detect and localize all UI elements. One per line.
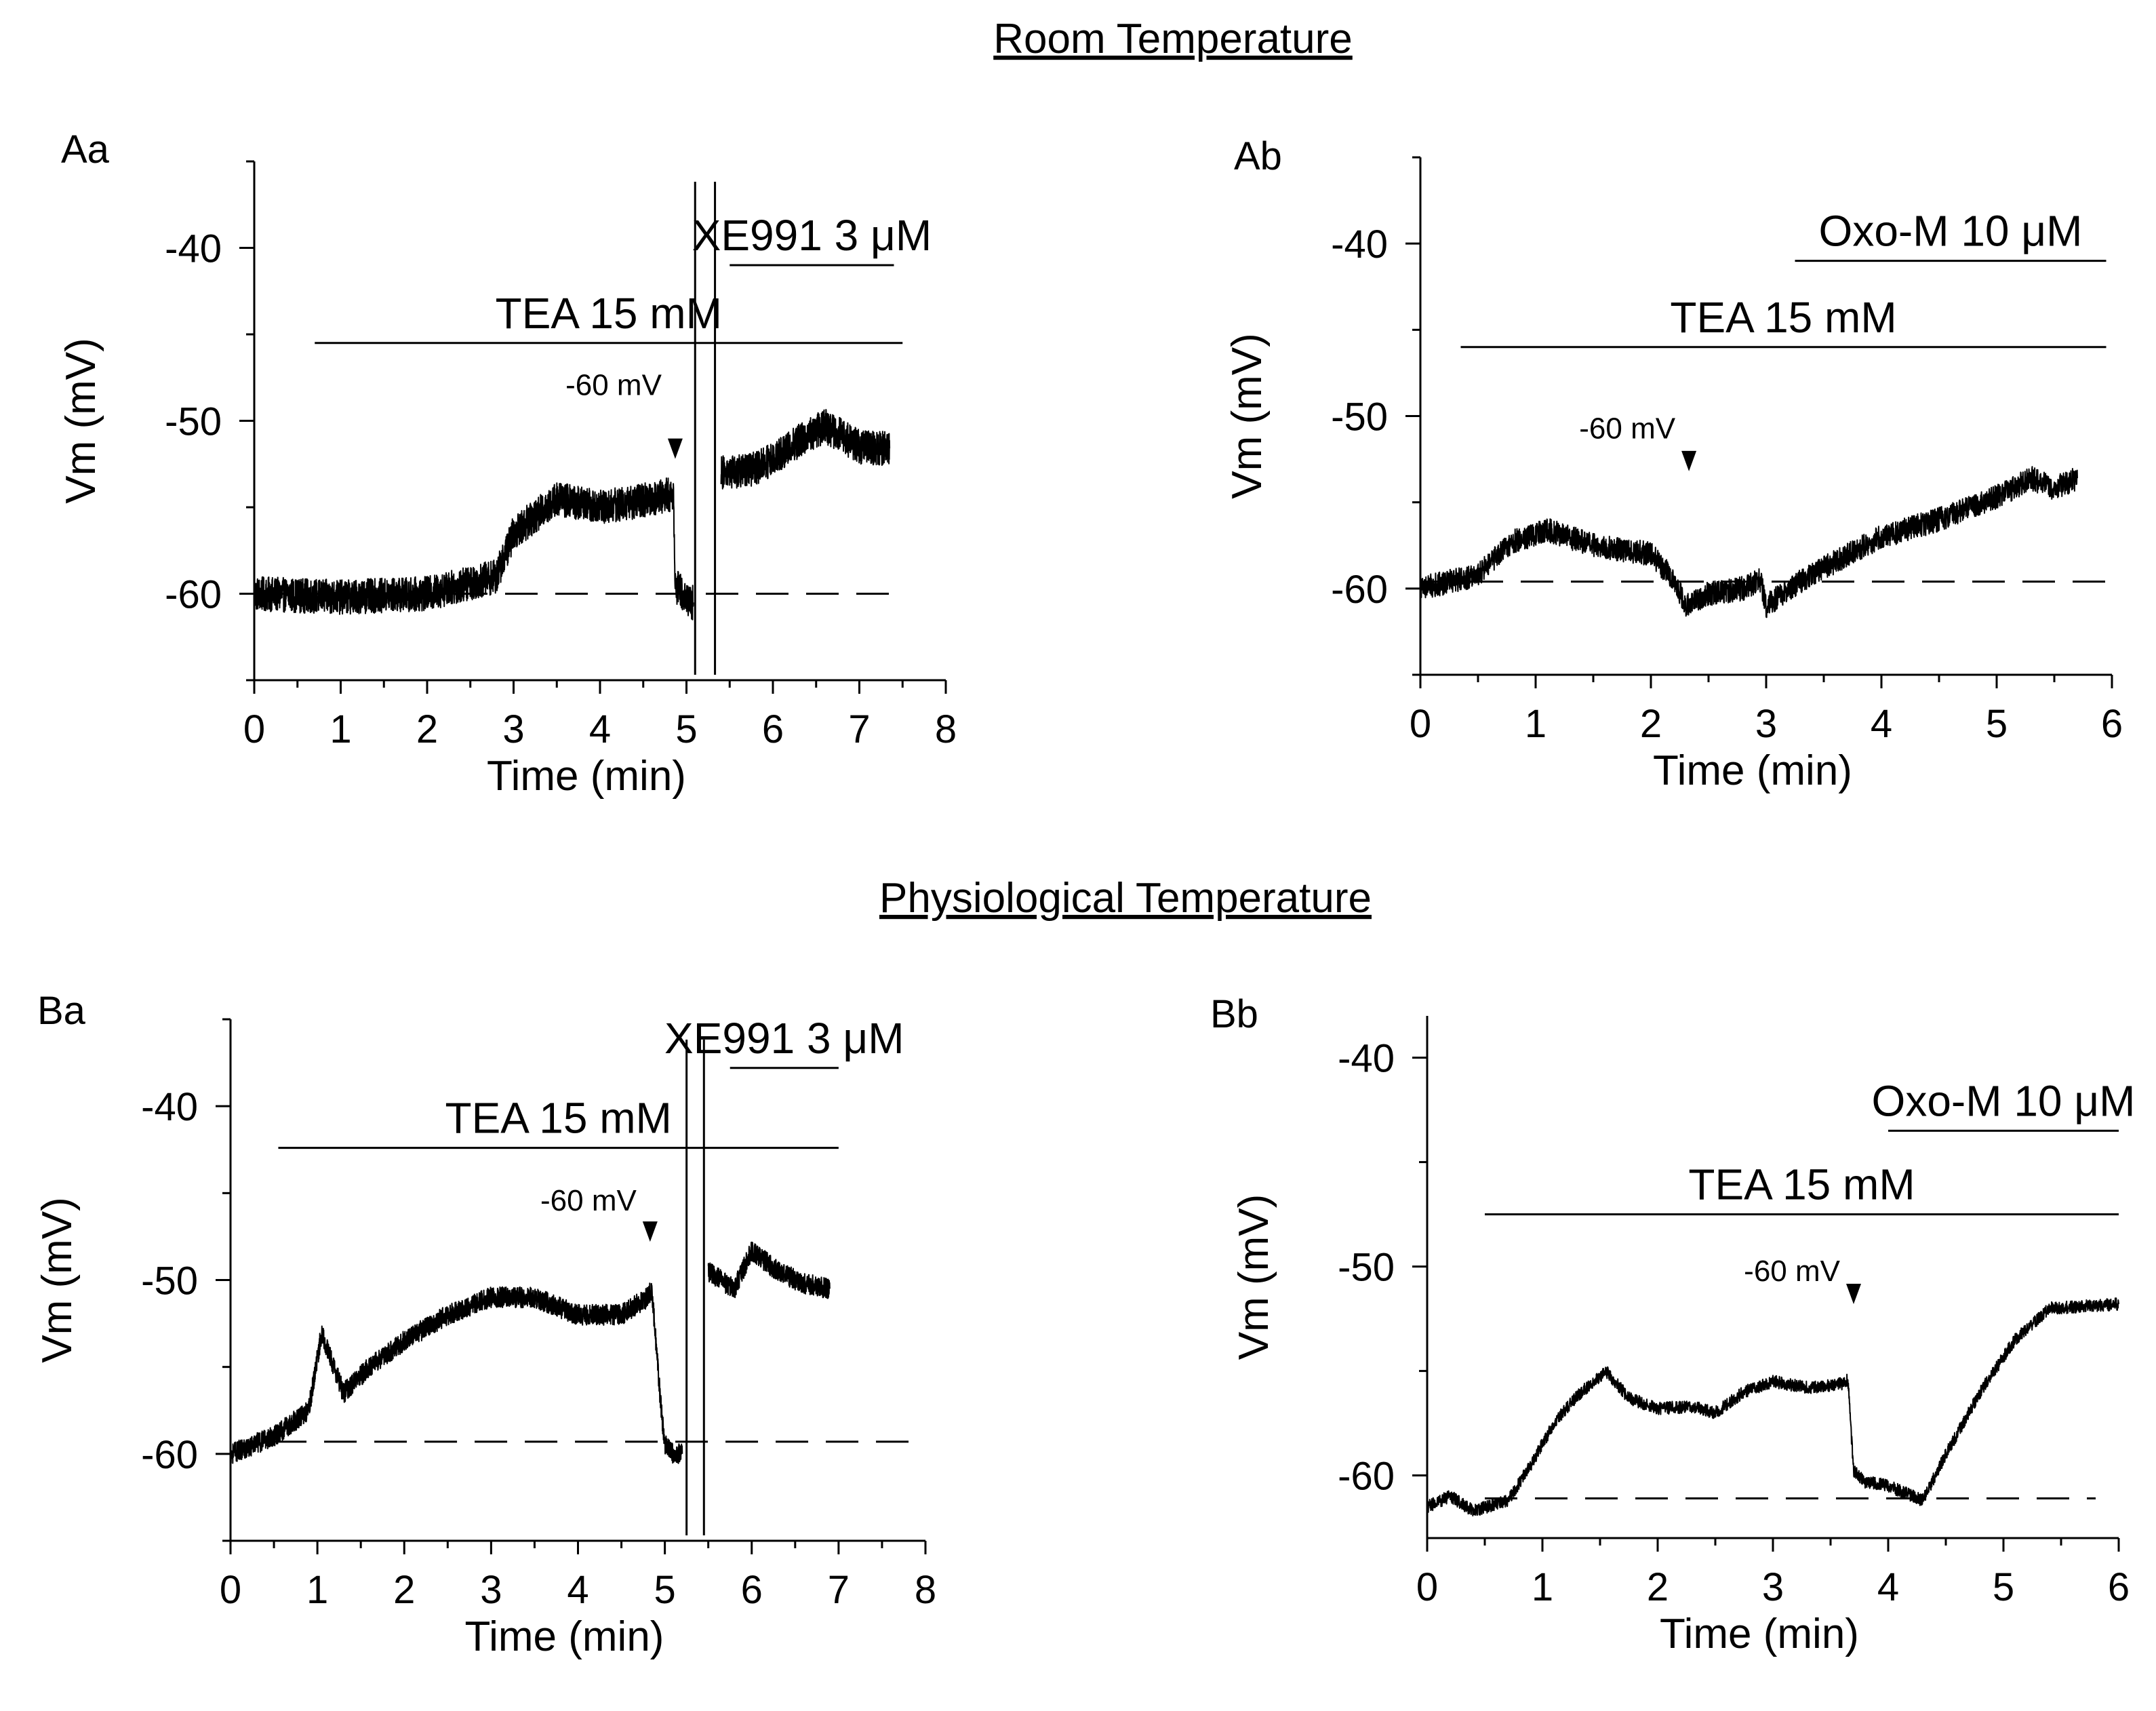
voltage-trace — [1420, 466, 2078, 618]
x-tick-label: 4 — [589, 707, 611, 751]
panel-ba: Ba 0 1 2 3 4 5 6 7 8 -60 -50 -40 Time (min) Vm (mV) TEA… — [34, 989, 936, 1660]
x-axis-title: Time (min) — [465, 1613, 664, 1660]
panel-label: Bb — [1210, 992, 1258, 1036]
x-tick-label: 3 — [502, 707, 524, 751]
y-tick-label: -40 — [165, 227, 222, 271]
panel-label: Ab — [1234, 134, 1282, 178]
y-tick-label: -60 — [1338, 1455, 1395, 1499]
x-tick-label: 1 — [330, 707, 351, 751]
y-tick-label: -60 — [165, 573, 222, 617]
y-tick-label: -60 — [141, 1433, 198, 1477]
y-axis-title: Vm (mV) — [58, 338, 104, 504]
x-tick-label: 6 — [2101, 702, 2123, 746]
y-tick-label: -50 — [165, 400, 222, 444]
y-axis-title: Vm (mV) — [34, 1197, 81, 1363]
x-tick-label: 2 — [393, 1568, 415, 1612]
panels: Aa 0 1 2 3 4 5 6 7 8 -60 -50 -40 Time (min) Vm (mV) TEA… — [34, 127, 2135, 1660]
x-tick-label: 1 — [1532, 1565, 1553, 1609]
x-tick-label: 8 — [915, 1568, 936, 1612]
y-tick-label: -50 — [141, 1259, 198, 1303]
x-tick-label: 8 — [935, 707, 957, 751]
x-tick-label: 5 — [654, 1568, 675, 1612]
x-tick-label: 3 — [480, 1568, 502, 1612]
x-axis-title: Time (min) — [487, 753, 686, 800]
y-tick-label: -50 — [1331, 395, 1388, 439]
drug-bar-label: Oxo-M 10 μM — [1819, 207, 2083, 256]
drug-bar-label: TEA 15 mM — [445, 1094, 672, 1143]
y-tick-label: -50 — [1338, 1246, 1395, 1290]
x-tick-label: 0 — [220, 1568, 241, 1612]
voltage-trace-after-gap — [720, 409, 891, 490]
x-tick-label: 0 — [243, 707, 265, 751]
hold-marker — [642, 1221, 658, 1242]
x-axis-title: Time (min) — [1653, 747, 1852, 794]
y-tick-label: -40 — [1331, 222, 1388, 267]
x-tick-label: 7 — [828, 1568, 850, 1612]
hold-marker — [1681, 450, 1697, 471]
y-axis-title: Vm (mV) — [1224, 333, 1271, 499]
x-tick-label: 6 — [741, 1568, 763, 1612]
x-tick-label: 2 — [1647, 1565, 1669, 1609]
x-tick-label: 7 — [848, 707, 870, 751]
y-tick-label: -60 — [1331, 568, 1388, 612]
hold-annotation: -60 mV — [565, 368, 662, 401]
drug-bar-label: TEA 15 mM — [1688, 1160, 1915, 1209]
panel-bb: Bb 0 1 2 3 4 5 6 -60 -50 -40 Time (min) Vm (mV) TEA 1… — [1210, 992, 2135, 1657]
x-tick-label: 5 — [1986, 702, 2008, 746]
hold-marker — [1846, 1284, 1861, 1305]
hold-annotation: -60 mV — [1744, 1255, 1840, 1288]
x-tick-label: 4 — [1877, 1565, 1899, 1609]
voltage-trace — [1426, 1297, 2119, 1517]
hold-annotation: -60 mV — [540, 1184, 637, 1217]
x-tick-label: 3 — [1755, 702, 1777, 746]
voltage-trace — [254, 477, 694, 621]
panel-label: Aa — [61, 127, 110, 172]
x-tick-label: 3 — [1762, 1565, 1784, 1609]
x-tick-label: 2 — [416, 707, 438, 751]
drug-bar-label: TEA 15 mM — [496, 289, 722, 338]
voltage-trace — [230, 1282, 683, 1464]
drug-bar-label: TEA 15 mM — [1670, 293, 1896, 342]
x-tick-label: 1 — [1525, 702, 1546, 746]
drug-bar-label: XE991 3 μM — [692, 211, 932, 260]
hold-annotation: -60 mV — [1579, 412, 1675, 446]
x-tick-label: 5 — [675, 707, 697, 751]
panel-label: Ba — [37, 989, 86, 1033]
x-tick-label: 6 — [762, 707, 784, 751]
x-tick-label: 1 — [306, 1568, 328, 1612]
panel-aa: Aa 0 1 2 3 4 5 6 7 8 -60 -50 -40 Time (min) Vm (mV) TEA… — [58, 127, 957, 800]
x-tick-label: 4 — [567, 1568, 588, 1612]
x-tick-label: 5 — [1993, 1565, 2014, 1609]
x-tick-label: 2 — [1640, 702, 1662, 746]
x-axis-title: Time (min) — [1660, 1611, 1859, 1657]
x-tick-label: 6 — [2108, 1565, 2130, 1609]
x-tick-label: 0 — [1416, 1565, 1438, 1609]
voltage-trace-after-gap — [707, 1241, 831, 1299]
drug-bar-label: XE991 3 μM — [664, 1014, 904, 1063]
y-tick-label: -40 — [1338, 1037, 1395, 1081]
x-tick-label: 4 — [1871, 702, 1892, 746]
panel-ab: Ab 0 1 2 3 4 5 6 -60 -50 -40 Time (min) Vm (mV) TEA 1… — [1224, 134, 2123, 794]
x-tick-label: 0 — [1410, 702, 1431, 746]
hold-marker — [667, 438, 683, 459]
section-title-room: Room Temperature — [993, 16, 1353, 62]
y-axis-title: Vm (mV) — [1231, 1194, 1277, 1360]
drug-bar-label: Oxo-M 10 μM — [1872, 1076, 2136, 1125]
y-tick-label: -40 — [141, 1085, 198, 1129]
section-title-physio: Physiological Temperature — [879, 875, 1372, 922]
